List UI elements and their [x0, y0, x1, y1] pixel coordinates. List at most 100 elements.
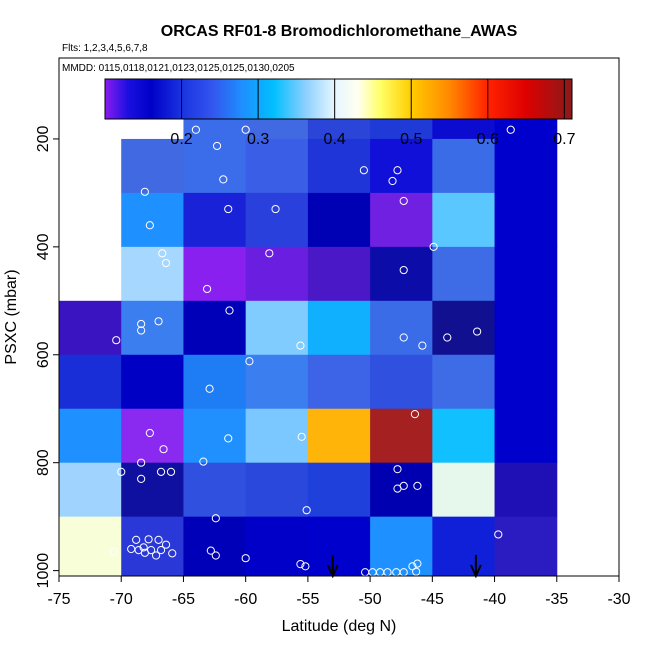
- sample-point: [399, 265, 408, 275]
- heatmap-cell: [307, 246, 371, 302]
- x-axis: -75 -70 -65 -60 -55 -50 -45 -40 -35 -30: [47, 576, 631, 608]
- sample-point: [191, 125, 200, 134]
- heatmap-cell: [432, 462, 496, 518]
- heatmap-cell: [183, 192, 247, 248]
- sample-point: [146, 546, 156, 555]
- sample-point: [265, 249, 274, 258]
- x-tick-label: -30: [607, 591, 630, 608]
- heatmap-cell: [245, 300, 309, 356]
- sample-point: [199, 457, 208, 466]
- heatmap-cell: [494, 300, 558, 356]
- colorbar-tick-label: 0.7: [553, 131, 575, 148]
- heatmap-cell: [59, 462, 122, 518]
- heatmap-cell: [370, 516, 433, 577]
- heatmap-cell: [307, 408, 371, 464]
- colorbar-tick-label: 0.6: [477, 131, 499, 148]
- sample-point: [145, 221, 154, 230]
- heatmap-cell: [183, 516, 247, 577]
- heatmap-cell: [121, 300, 184, 356]
- sample-point: [413, 559, 422, 568]
- sample-point: [271, 204, 280, 214]
- heatmap-cell: [59, 300, 122, 356]
- heatmap-cell: [432, 246, 496, 302]
- heatmap-cell: [494, 516, 558, 577]
- sample-point: [154, 317, 163, 326]
- heatmap-cell: [183, 354, 247, 410]
- sample-point: [224, 434, 233, 443]
- sample-point: [112, 336, 121, 345]
- sample-point: [161, 258, 171, 268]
- sample-point: [127, 544, 136, 554]
- sample-point: [109, 547, 118, 556]
- sample-point: [241, 125, 250, 134]
- sample-point: [393, 484, 402, 493]
- heatmap-cell: [245, 138, 309, 194]
- sample-point: [297, 432, 306, 441]
- heatmap-cell: [370, 300, 433, 356]
- colorbar: 0.2 0.3 0.4 0.5 0.6 0.7: [104, 78, 576, 148]
- heatmap-cell: [121, 246, 184, 302]
- heatmap-cell: [121, 192, 184, 248]
- heatmap-cell: [245, 192, 309, 248]
- colorbar-tick-label: 0.4: [324, 131, 346, 148]
- colorbar-tick-label: 0.2: [170, 131, 192, 148]
- heatmap-cell: [307, 516, 371, 577]
- heatmap-cells: [59, 84, 558, 577]
- heatmap-cell: [307, 462, 371, 518]
- sample-points: [109, 125, 515, 577]
- sample-point: [145, 428, 154, 438]
- heatmap-cell: [432, 192, 496, 248]
- sample-point: [212, 141, 222, 151]
- heatmap-cell: [370, 192, 433, 248]
- sample-point: [211, 514, 220, 523]
- heatmap-cell: [183, 408, 247, 464]
- plot-frame: [58, 57, 620, 577]
- x-tick-label: -50: [359, 591, 382, 608]
- sample-point: [156, 546, 166, 555]
- heatmap-cell: [370, 462, 433, 518]
- x-tick-label: -40: [483, 591, 506, 608]
- heatmap-cell: [59, 354, 122, 410]
- sample-point: [388, 176, 397, 186]
- sample-point: [410, 410, 420, 419]
- x-tick-label: -70: [110, 591, 133, 608]
- sample-point: [166, 467, 176, 476]
- heatmap-cell: [370, 408, 433, 464]
- colorbar-gradient: [104, 78, 573, 120]
- sample-point: [296, 560, 305, 569]
- sample-point: [241, 554, 250, 563]
- sample-point: [144, 535, 153, 544]
- colorbar-tick-label: 0.5: [400, 131, 422, 148]
- sample-point: [301, 562, 310, 571]
- x-tick-label: -45: [421, 591, 444, 608]
- sample-point: [302, 506, 311, 515]
- x-tick-label: -60: [234, 591, 257, 608]
- sample-point: [205, 384, 214, 393]
- heatmap-cell: [494, 462, 558, 518]
- sample-point: [219, 175, 228, 184]
- sample-point: [137, 326, 146, 335]
- heatmap-cell: [432, 300, 496, 356]
- x-tick-label: -75: [47, 591, 70, 608]
- heatmap-cell: [183, 246, 247, 302]
- sample-point: [206, 546, 215, 555]
- sample-point: [159, 445, 168, 454]
- sample-point: [132, 535, 141, 544]
- heatmap-cell: [59, 516, 122, 577]
- heatmap-cell: [245, 408, 309, 464]
- heatmap-cell: [183, 462, 247, 518]
- heatmap-cell: [494, 192, 558, 248]
- heatmap-cell: [370, 246, 433, 302]
- heatmap-cell: [494, 354, 558, 410]
- sample-point: [224, 204, 233, 214]
- sample-point: [443, 333, 452, 342]
- heatmap-cell: [121, 462, 184, 518]
- heatmap-cell: [432, 408, 496, 464]
- sample-point: [211, 551, 220, 560]
- sample-point: [161, 540, 171, 549]
- sample-point: [393, 465, 402, 474]
- y-tick-label: 200: [35, 125, 52, 152]
- heatmap-cell: [183, 300, 247, 356]
- sample-point: [408, 562, 417, 571]
